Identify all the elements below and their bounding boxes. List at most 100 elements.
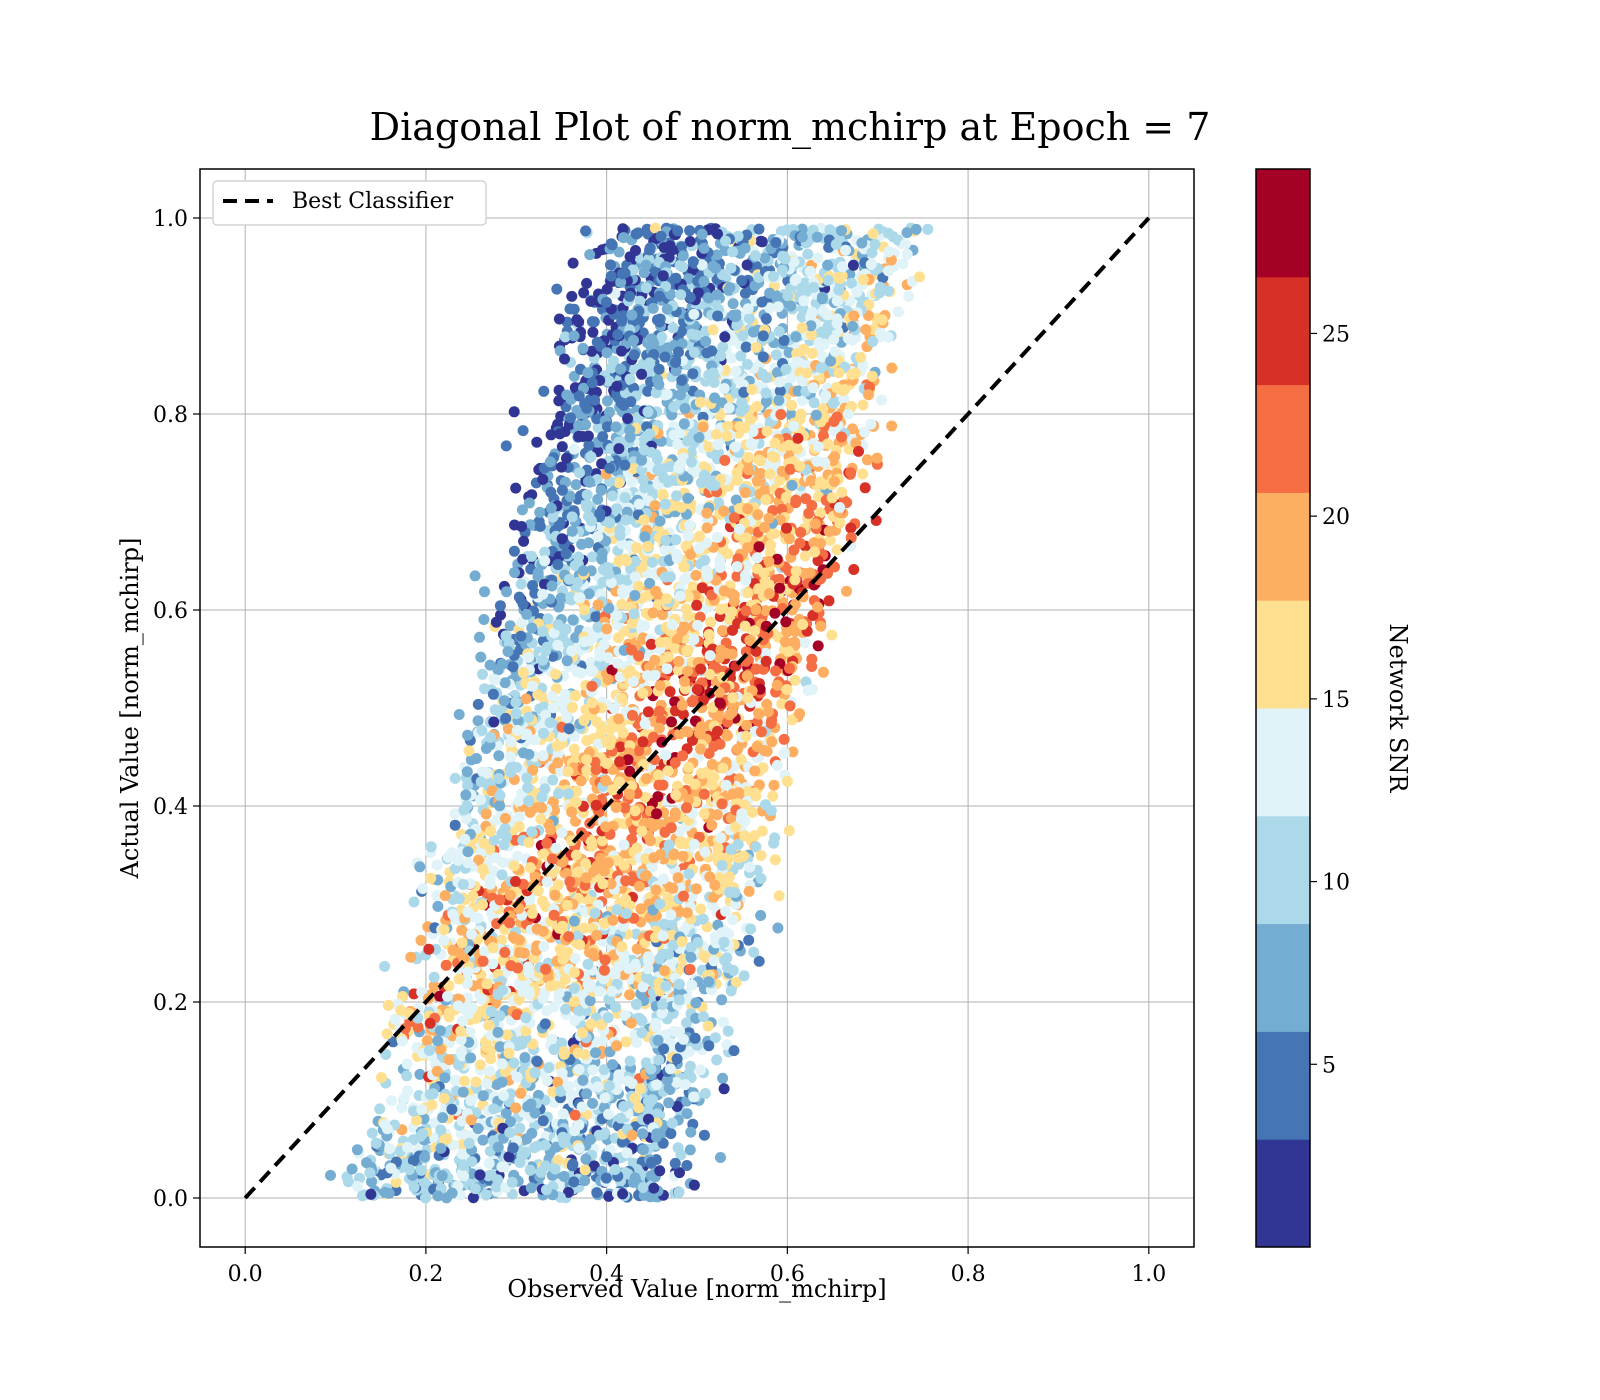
scatter-point — [361, 1157, 372, 1169]
scatter-point — [687, 256, 699, 268]
scatter-point — [541, 837, 553, 849]
scatter-point — [504, 620, 516, 632]
scatter-point — [740, 341, 752, 353]
scatter-point — [720, 905, 732, 917]
scatter-point — [610, 802, 622, 813]
scatter-point — [637, 981, 649, 993]
scatter-point — [745, 438, 757, 450]
scatter-point — [640, 282, 652, 294]
scatter-point — [899, 238, 911, 250]
scatter-point — [772, 922, 784, 934]
scatter-point — [688, 634, 700, 645]
scatter-point — [585, 1018, 597, 1030]
scatter-point — [636, 368, 648, 380]
scatter-point — [603, 406, 615, 418]
scatter-point — [698, 788, 710, 800]
scatter-point — [405, 951, 417, 963]
scatter-point — [489, 674, 501, 686]
scatter-point — [485, 1169, 497, 1181]
scatter-point — [551, 283, 563, 295]
scatter-point — [672, 1142, 684, 1154]
scatter-point — [749, 765, 761, 777]
scatter-point — [660, 749, 672, 761]
scatter-point — [494, 600, 506, 612]
scatter-point — [505, 751, 516, 763]
scatter-point — [568, 370, 580, 382]
scatter-point — [586, 316, 598, 328]
scatter-point — [515, 1087, 527, 1099]
scatter-point — [695, 743, 706, 755]
scatter-point — [669, 1157, 681, 1169]
scatter-point — [822, 259, 834, 271]
scatter-point — [605, 259, 616, 271]
scatter-point — [457, 1086, 469, 1098]
scatter-point — [598, 639, 610, 651]
scatter-point — [467, 1192, 479, 1204]
scatter-point — [815, 620, 827, 632]
scatter-point — [474, 1169, 486, 1181]
scatter-point — [518, 947, 530, 959]
scatter-point — [799, 637, 811, 649]
scatter-point — [765, 717, 777, 729]
scatter-point — [474, 631, 485, 643]
scatter-point — [781, 684, 793, 695]
scatter-point — [580, 1153, 592, 1165]
scatter-point — [397, 991, 409, 1002]
scatter-point — [770, 665, 782, 677]
scatter-point — [781, 522, 792, 534]
scatter-point — [586, 345, 598, 357]
scatter-point — [539, 555, 551, 567]
scatter-point — [592, 493, 604, 505]
scatter-point — [663, 839, 675, 851]
scatter-point — [778, 747, 790, 759]
scatter-point — [538, 385, 550, 397]
scatter-point — [657, 930, 669, 942]
scatter-point — [366, 1127, 378, 1139]
scatter-point — [741, 259, 753, 271]
scatter-point — [551, 740, 563, 752]
scatter-point — [581, 501, 593, 513]
scatter-point — [717, 341, 729, 353]
scatter-point — [571, 666, 583, 678]
scatter-point — [650, 884, 662, 896]
scatter-point — [760, 605, 772, 617]
scatter-point — [472, 715, 484, 727]
scatter-point — [683, 1068, 695, 1080]
scatter-point — [659, 965, 670, 977]
scatter-point — [561, 867, 572, 879]
scatter-point — [547, 774, 559, 786]
scatter-point — [675, 501, 687, 513]
scatter-point — [456, 1148, 468, 1160]
scatter-point — [415, 934, 427, 946]
scatter-point — [587, 947, 599, 959]
scatter-point — [477, 1134, 489, 1146]
scatter-point — [480, 743, 492, 754]
scatter-point — [585, 451, 597, 463]
scatter-point — [825, 355, 837, 367]
scatter-point — [435, 1124, 447, 1136]
scatter-point — [735, 754, 747, 766]
scatter-point — [681, 1108, 693, 1120]
scatter-point — [631, 943, 643, 955]
scatter-point — [673, 1186, 685, 1198]
scatter-point — [650, 585, 662, 597]
scatter-point — [817, 666, 829, 678]
scatter-point — [573, 316, 585, 328]
scatter-point — [536, 791, 548, 803]
scatter-point — [897, 258, 909, 270]
scatter-point — [389, 1013, 401, 1025]
scatter-point — [432, 900, 444, 912]
scatter-point — [382, 999, 394, 1011]
scatter-point — [491, 814, 503, 826]
scatter-point — [759, 252, 771, 264]
scatter-point — [508, 406, 520, 418]
scatter-point — [641, 223, 653, 235]
scatter-point — [718, 505, 730, 517]
scatter-point — [624, 251, 636, 263]
scatter-point — [534, 520, 546, 532]
scatter-point — [654, 515, 666, 527]
scatter-point — [386, 1095, 397, 1107]
scatter-point — [492, 1141, 504, 1153]
scatter-point — [553, 313, 565, 325]
scatter-point — [517, 425, 529, 437]
